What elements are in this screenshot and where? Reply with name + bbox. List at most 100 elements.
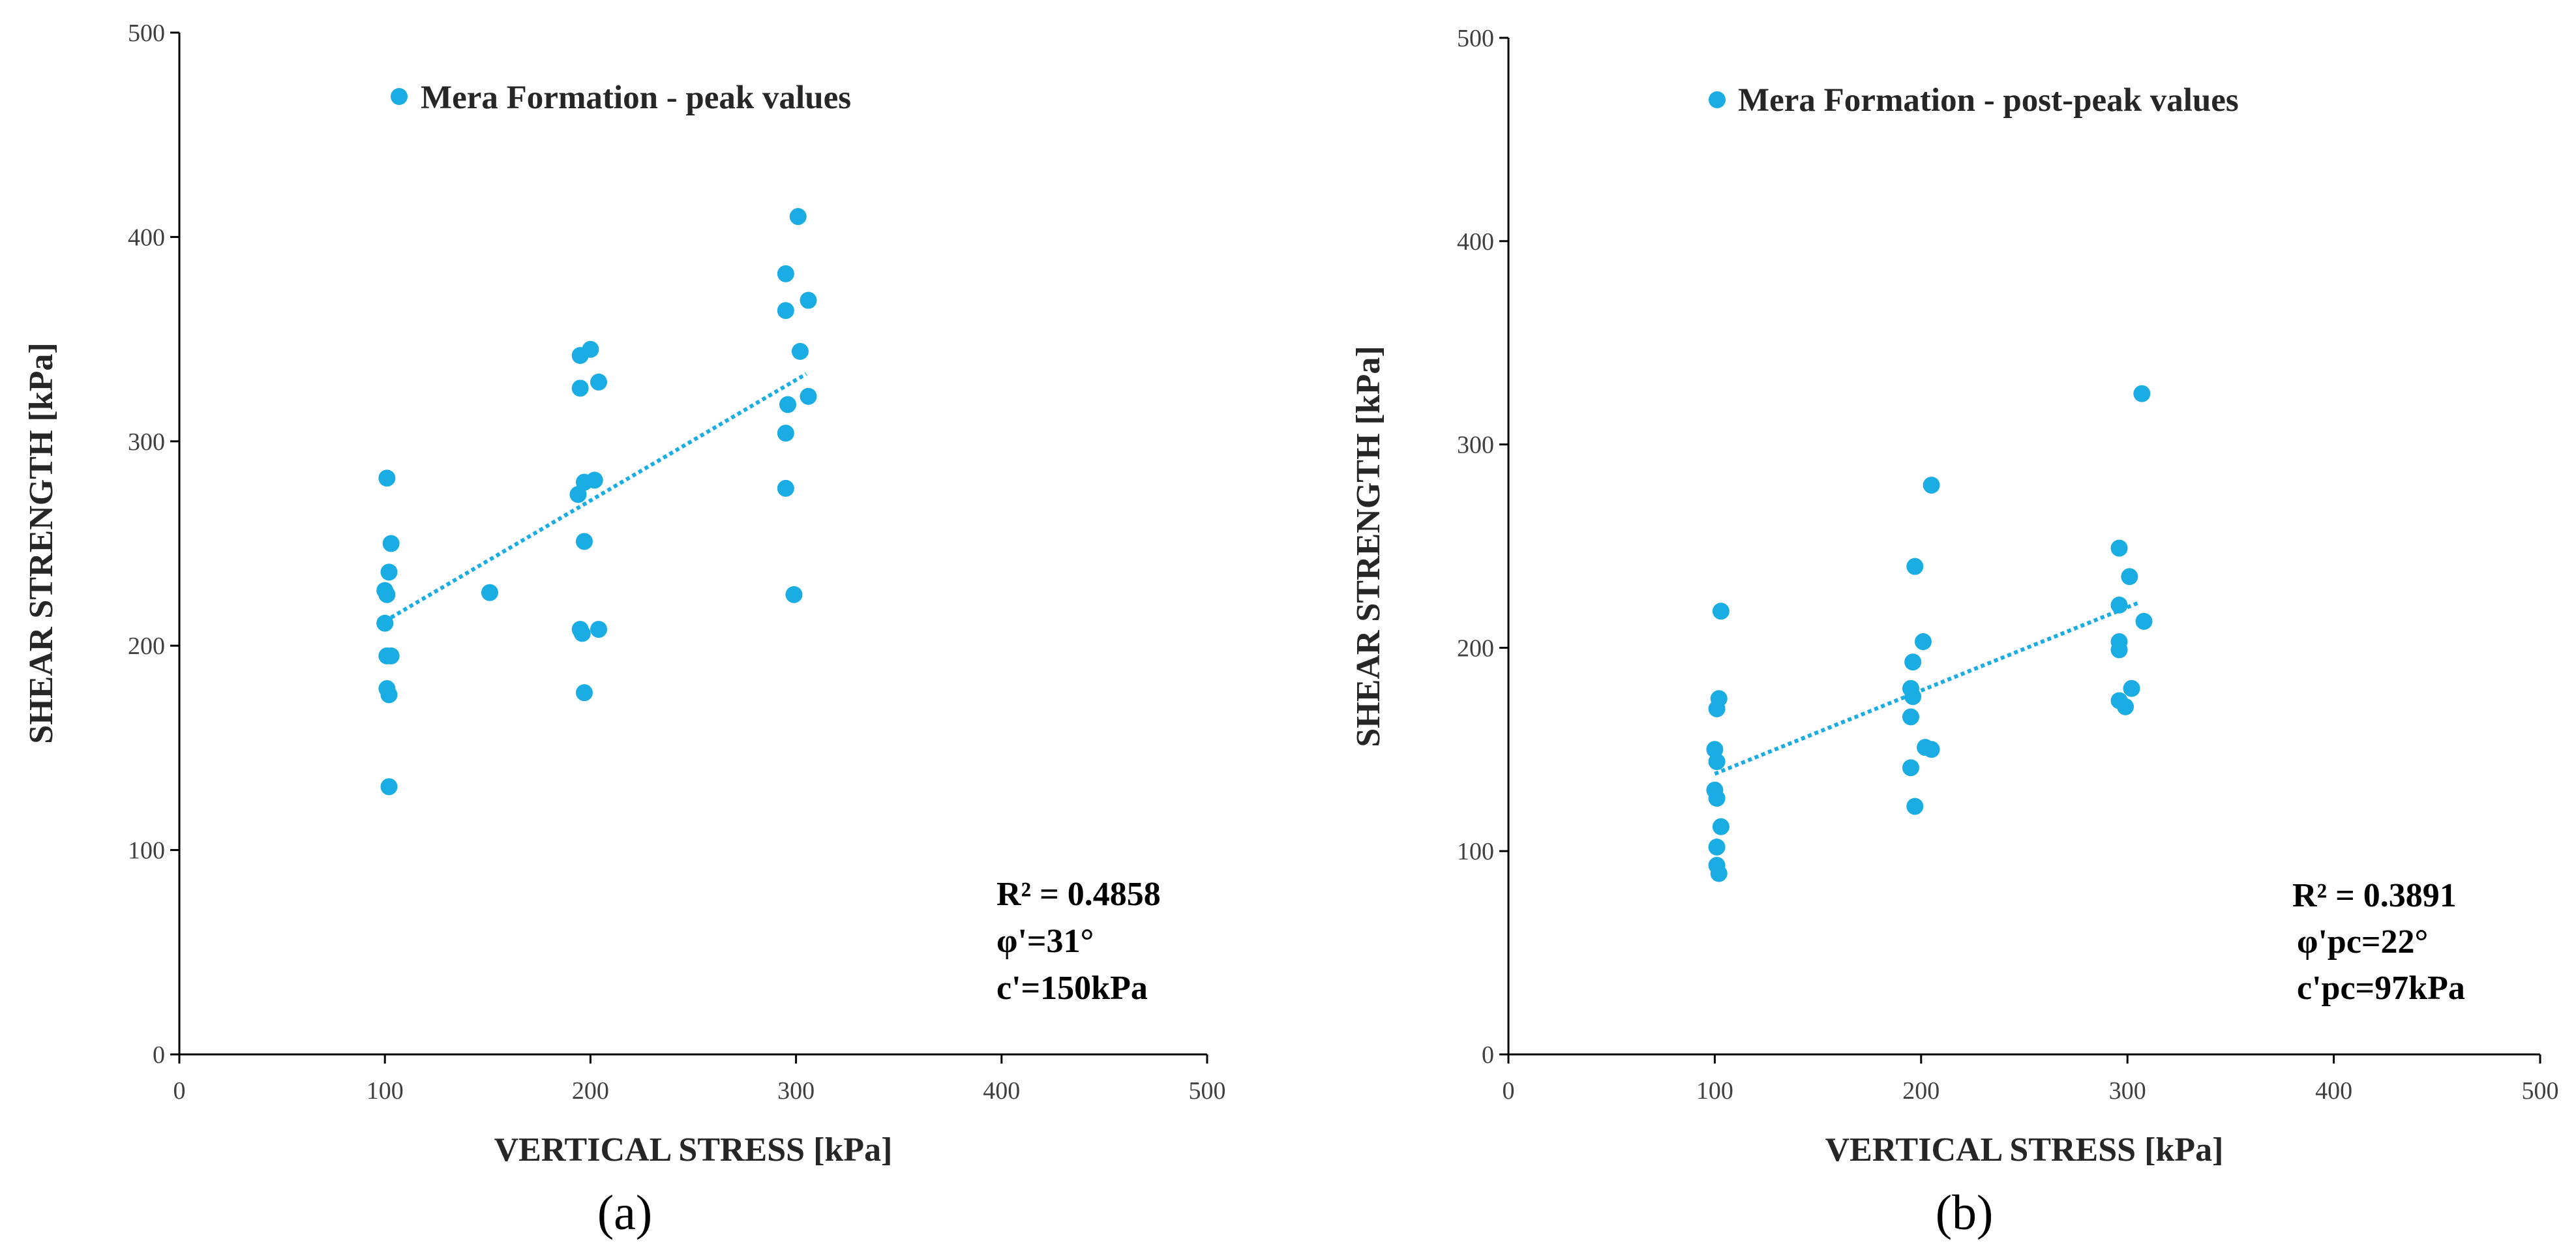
chart-b-points <box>1706 385 2153 882</box>
chart-b-x-axis-title: VERTICAL STRESS [kPa] <box>1825 1131 2224 1169</box>
chart-a-cohesion: c'=150kPa <box>996 970 1148 1007</box>
chart-a-x-tick-label: 100 <box>367 1077 404 1105</box>
chart-b-data-point <box>1902 759 1919 777</box>
chart-a-y-axis-title: SHEAR STRENGTH [kPa] <box>23 342 60 743</box>
chart-a-data-point <box>590 621 608 638</box>
chart-b-x-ticks: 0 100 200 300 400 500 <box>1503 1054 2559 1105</box>
chart-a-y-tick-label: 500 <box>128 20 165 47</box>
chart-b-data-point <box>1708 753 1726 771</box>
chart-b: 0 100 200 300 400 500 0 100 200 300 400 500 VERTIC… <box>1350 25 2559 1240</box>
chart-b-data-point <box>1904 688 1922 706</box>
chart-a-data-point <box>569 486 587 503</box>
chart-a-x-tick-label: 0 <box>173 1077 186 1105</box>
chart-b-data-point <box>1923 476 1940 494</box>
chart-a-data-point <box>575 684 593 702</box>
chart-b-legend-marker <box>1709 91 1726 108</box>
chart-b-y-tick-label: 300 <box>1457 432 1494 459</box>
chart-a-data-point <box>777 302 794 320</box>
chart-b-data-point <box>1906 797 1924 815</box>
chart-b-data-point <box>1710 865 1728 882</box>
chart-b-data-point <box>2133 385 2151 402</box>
chart-a-x-axis-title: VERTICAL STRESS [kPa] <box>494 1131 893 1169</box>
chart-a-data-point <box>481 584 498 601</box>
chart-b-y-tick-label: 0 <box>1482 1041 1494 1069</box>
chart-b-data-point <box>2117 698 2134 715</box>
chart-a-data-point <box>378 586 396 603</box>
chart-b-data-point <box>2123 679 2140 697</box>
chart-a-data-point <box>777 425 794 442</box>
chart-b-x-tick-label: 400 <box>2315 1077 2352 1105</box>
chart-b-data-point <box>1708 838 1726 856</box>
chart-b-y-tick-label: 100 <box>1457 838 1494 865</box>
chart-b-legend: Mera Formation - post-peak values <box>1738 82 2239 119</box>
chart-a-x-tick-label: 400 <box>983 1077 1020 1105</box>
chart-b-data-point <box>1712 603 1730 620</box>
chart-b-data-point <box>1712 818 1730 835</box>
chart-a-data-point <box>582 340 599 358</box>
chart-a-points <box>376 208 817 796</box>
chart-b-data-point <box>1902 708 1919 726</box>
chart-a-data-point <box>777 479 794 497</box>
chart-a-y-tick-label: 0 <box>153 1041 165 1069</box>
chart-b-data-point <box>1906 558 1924 575</box>
chart-a-legend-marker <box>391 88 408 105</box>
chart-a-data-point <box>573 625 591 642</box>
chart-b-data-point <box>2135 612 2153 630</box>
chart-b-data-point <box>2121 568 2138 586</box>
chart-a-data-point <box>382 647 400 664</box>
chart-a-y-tick-label: 400 <box>128 224 165 251</box>
chart-a-data-point <box>800 387 817 405</box>
chart-a-x-tick-label: 200 <box>572 1077 609 1105</box>
chart-a-x-tick-label: 300 <box>777 1077 815 1105</box>
chart-b-data-point <box>1923 741 1940 758</box>
chart-a-data-point <box>779 396 796 413</box>
chart-b-x-tick-label: 200 <box>1902 1077 1939 1105</box>
chart-a-data-point <box>378 470 396 487</box>
chart-a-friction-angle: φ'=31° <box>996 923 1094 960</box>
chart-a-data-point <box>380 563 398 581</box>
chart-a-y-tick-label: 200 <box>128 633 165 660</box>
chart-a-data-point <box>382 535 400 552</box>
chart-b-data-point <box>1708 700 1726 717</box>
chart-a-trendline <box>383 372 807 623</box>
chart-b-data-point <box>2110 641 2128 659</box>
chart-a-data-point <box>376 614 394 632</box>
chart-a-data-point <box>380 686 398 704</box>
chart-b-data-point <box>1708 790 1726 807</box>
chart-a-data-point <box>575 533 593 550</box>
chart-b-data-point <box>2110 539 2128 557</box>
chart-a-panel-label: (a) <box>597 1185 652 1240</box>
chart-b-x-tick-label: 100 <box>1696 1077 1733 1105</box>
chart-b-panel-label: (b) <box>1936 1185 1994 1240</box>
chart-b-x-tick-label: 300 <box>2109 1077 2146 1105</box>
chart-a-data-point <box>571 380 589 397</box>
chart-a-y-ticks: 0 100 200 300 400 500 <box>128 20 179 1069</box>
chart-b-cohesion: c'pc=97kPa <box>2297 970 2465 1007</box>
chart-b-data-point <box>1914 633 1932 651</box>
chart-b-x-tick-label: 0 <box>1503 1077 1515 1105</box>
chart-b-y-tick-label: 200 <box>1457 634 1494 662</box>
chart-b-y-tick-label: 400 <box>1457 228 1494 256</box>
chart-a-y-tick-label: 100 <box>128 837 165 865</box>
chart-a-legend: Mera Formation - peak values <box>421 80 851 116</box>
chart-a-data-point <box>586 471 603 489</box>
chart-b-y-axis-title: SHEAR STRENGTH [kPa] <box>1350 346 1387 747</box>
chart-a-data-point <box>777 265 794 282</box>
chart-b-r-squared: R² = 0.3891 <box>2292 877 2457 914</box>
chart-a-y-tick-label: 300 <box>128 428 165 456</box>
chart-b-y-ticks: 0 100 200 300 400 500 <box>1457 25 1508 1069</box>
chart-b-data-point <box>1904 653 1922 671</box>
chart-a-data-point <box>785 586 803 603</box>
chart-a-data-point <box>380 778 398 796</box>
chart-a-x-tick-label: 500 <box>1189 1077 1226 1105</box>
chart-b-friction-angle: φ'pc=22° <box>2297 923 2428 961</box>
chart-a-data-point <box>800 291 817 309</box>
chart-a-data-point <box>789 208 807 226</box>
chart-b-y-tick-label: 500 <box>1457 25 1494 52</box>
chart-a-x-ticks: 0 100 200 300 400 500 <box>173 1054 1226 1105</box>
chart-a-data-point <box>791 342 809 360</box>
chart-b-x-tick-label: 500 <box>2522 1077 2559 1105</box>
chart-a: 0 100 200 300 400 500 0 100 200 300 400 500 VERTIC… <box>23 20 1226 1240</box>
chart-a-data-point <box>590 373 608 391</box>
